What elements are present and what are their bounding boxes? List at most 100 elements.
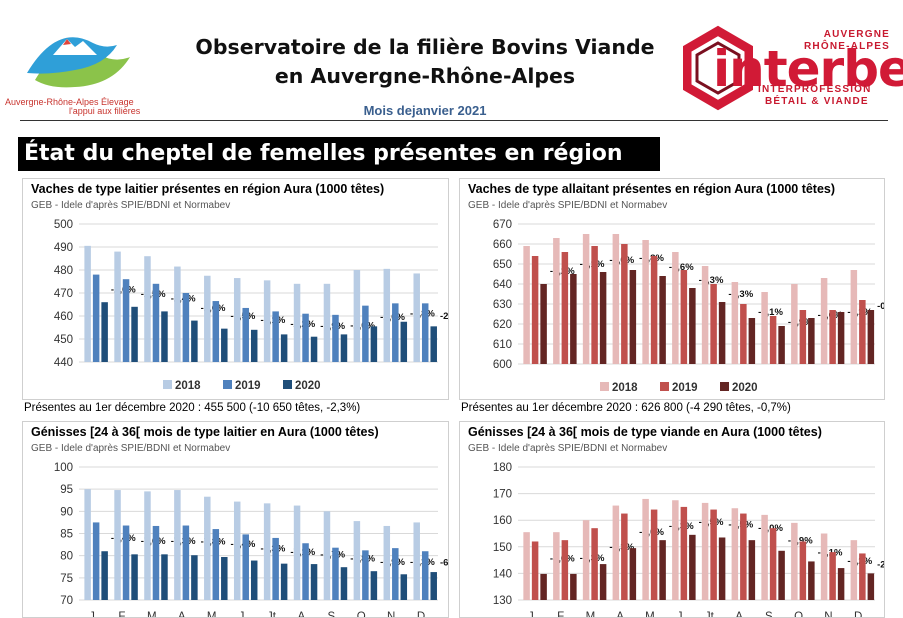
bar-2019: [531, 256, 539, 364]
bar-2020: [808, 561, 815, 600]
report-month: Mois dejanvier 2021: [363, 103, 487, 118]
percent-label: -1,3%: [699, 275, 724, 286]
y-tick-label: 450: [54, 334, 73, 346]
bar-2018: [672, 500, 679, 600]
bar-2020: [310, 336, 318, 362]
bar-2020: [599, 272, 607, 364]
y-tick-label: 100: [54, 462, 73, 474]
chart-panel-dairy-heifers: Génisses [24 à 36[ mois de type laitier …: [22, 421, 449, 618]
y-tick-label: 140: [493, 568, 512, 580]
bar-2019: [561, 252, 569, 364]
bar-2020: [570, 573, 577, 600]
bar-2018: [353, 521, 361, 600]
bar-2019: [212, 301, 220, 362]
section-title: État du cheptel de femelles présentes en…: [24, 141, 623, 166]
x-tick-label: F: [557, 611, 564, 617]
legend-swatch: [660, 382, 669, 391]
bar-2019: [362, 550, 369, 600]
bar-2018: [761, 292, 768, 364]
bar-2020: [280, 334, 288, 362]
y-tick-label: 170: [493, 489, 512, 501]
bar-2018: [263, 280, 271, 362]
x-tick-label: D: [417, 611, 425, 617]
bar-2020: [400, 574, 408, 600]
bar-2019: [829, 310, 836, 364]
bar-2019: [859, 553, 866, 600]
bar-2019: [182, 293, 190, 362]
bar-2020: [778, 326, 785, 364]
y-tick-label: 160: [493, 515, 512, 527]
x-tick-label: O: [357, 611, 366, 617]
bar-2018: [204, 496, 211, 600]
bar-2018: [144, 491, 151, 600]
legend-label: 2020: [295, 380, 321, 392]
bar-2019: [680, 270, 688, 364]
bar-2020: [161, 554, 168, 600]
y-tick-label: 460: [54, 311, 73, 323]
bar-2019: [122, 525, 130, 600]
interbev-wordmark: interbev: [713, 40, 903, 98]
bar-2018: [820, 278, 828, 364]
y-tick-label: 670: [493, 219, 512, 231]
bar-2019: [621, 513, 628, 600]
bar-2020: [430, 326, 437, 362]
y-tick-label: 75: [60, 573, 73, 585]
bar-2018: [174, 490, 181, 600]
x-tick-label: A: [616, 611, 624, 617]
bar-2019: [182, 525, 190, 600]
bar-2020: [867, 573, 875, 600]
bar-2020: [659, 276, 666, 364]
bar-2020: [310, 564, 318, 600]
percent-label: -6,0%: [440, 558, 448, 569]
logo-caption-sub: l'appui aux filières: [69, 106, 141, 116]
bar-2020: [430, 572, 437, 600]
bar-2018: [761, 514, 768, 600]
auvergne-rhone-alpes-elevage-logo: Auvergne-Rhône-Alpes Élevage l'appui aux…: [5, 25, 155, 120]
x-tick-label: S: [765, 611, 773, 617]
chart-source: GEB - Idele d'après SPIE/BDNI et Normabe…: [468, 200, 668, 211]
bar-2019: [362, 305, 369, 362]
bar-2019: [650, 256, 658, 364]
x-tick-label: O: [794, 611, 803, 617]
x-tick-label: Jt: [705, 611, 715, 617]
y-tick-label: 95: [60, 484, 73, 496]
chart-beef-heifers: 130140150160170180-8,0%J-8,3%F-8,3%M-8,0…: [493, 462, 884, 617]
bar-2018: [323, 283, 331, 362]
bar-2018: [233, 278, 241, 362]
bar-2018: [523, 246, 530, 364]
y-tick-label: 630: [493, 299, 512, 311]
y-tick-label: 470: [54, 288, 73, 300]
legend-label: 2019: [672, 382, 698, 394]
chart-panel-dairy-cows: Vaches de type laitier présentes en régi…: [22, 178, 449, 400]
x-tick-label: A: [735, 611, 743, 617]
y-tick-label: 85: [60, 529, 73, 541]
chart-source: GEB - Idele d'après SPIE/BDNI et Normabe…: [468, 443, 668, 454]
bar-2020: [540, 573, 547, 600]
y-tick-label: 90: [60, 506, 73, 518]
bar-2019: [680, 506, 688, 600]
bar-2020: [221, 328, 228, 362]
bar-2018: [791, 284, 798, 364]
bar-2020: [718, 302, 726, 364]
bar-2020: [340, 334, 348, 362]
chart-source: GEB - Idele d'après SPIE/BDNI et Normabe…: [31, 443, 231, 454]
header-divider: [20, 120, 888, 121]
bar-2020: [101, 302, 108, 362]
bar-2019: [421, 303, 429, 362]
bar-2020: [629, 270, 637, 364]
bar-2020: [689, 288, 696, 364]
bar-2020: [570, 274, 577, 364]
bar-2018: [293, 505, 301, 600]
bar-2019: [212, 529, 220, 600]
bar-2020: [221, 556, 228, 600]
legend-swatch: [283, 380, 292, 389]
bar-2018: [850, 270, 858, 364]
bar-2018: [204, 275, 211, 362]
chart-title: Vaches de type allaitant présentes en ré…: [468, 182, 836, 196]
bar-2020: [131, 554, 138, 600]
bar-2018: [642, 498, 649, 600]
y-tick-label: 490: [54, 242, 73, 254]
bar-2019: [769, 528, 777, 600]
bar-2020: [867, 310, 875, 364]
bar-2018: [612, 505, 620, 600]
